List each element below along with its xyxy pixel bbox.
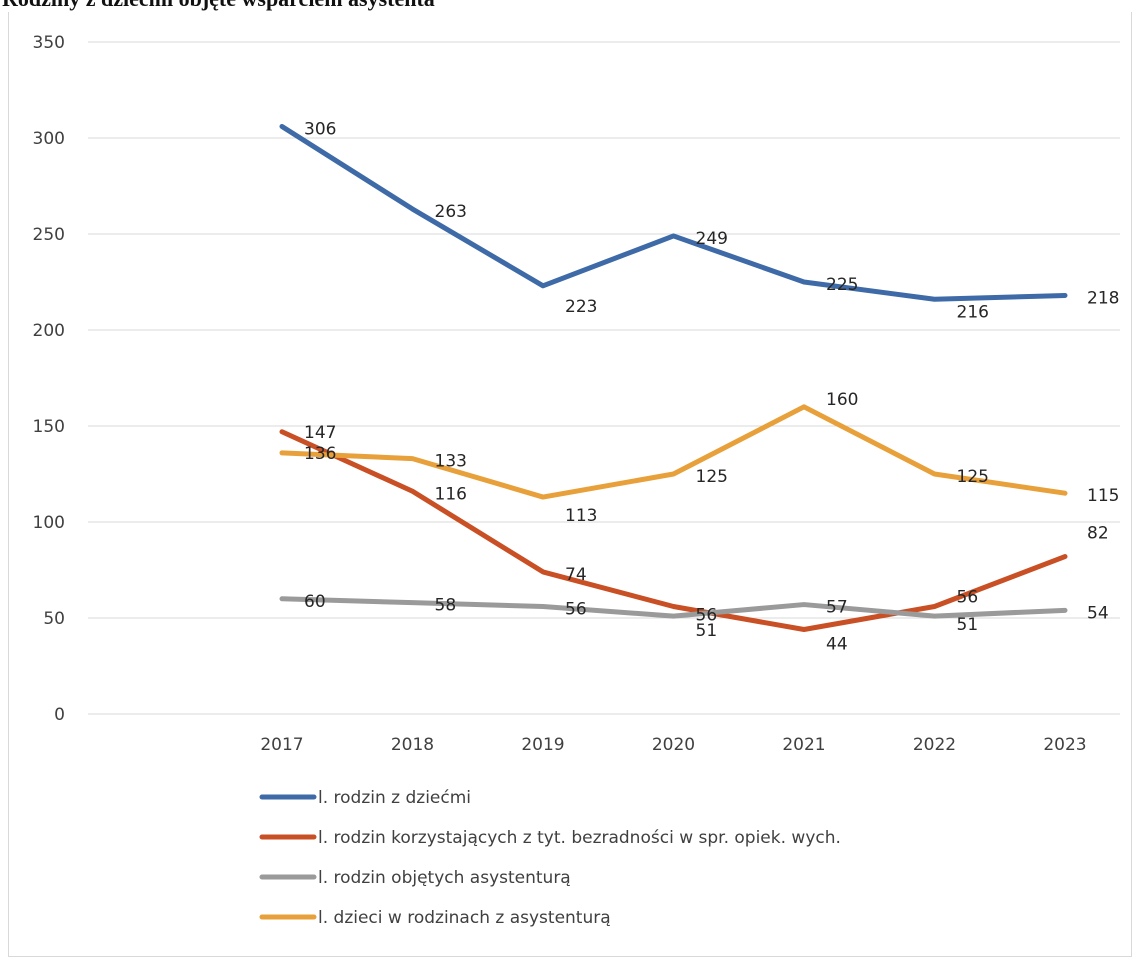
data-label: 225 — [826, 275, 858, 295]
data-label: 82 — [1087, 524, 1109, 544]
data-label: 306 — [304, 119, 336, 139]
data-label: 58 — [435, 596, 457, 616]
data-label: 74 — [565, 565, 587, 585]
data-label: 147 — [304, 423, 336, 443]
data-label: 57 — [826, 598, 848, 618]
data-label: 54 — [1087, 603, 1109, 623]
data-label: 51 — [696, 621, 718, 641]
chart-title: Rodziny z dziećmi objęte wsparciem asyst… — [2, 0, 435, 12]
x-tick-label: 2017 — [260, 735, 303, 755]
x-tick-label: 2018 — [391, 735, 434, 755]
data-label: 125 — [696, 467, 728, 487]
gridlines — [88, 41, 1120, 715]
data-label: 249 — [696, 229, 728, 249]
data-label: 56 — [957, 587, 979, 607]
legend-item: l. rodzin z dziećmi — [259, 788, 471, 808]
series-line-3 — [279, 596, 1068, 619]
legend-label: l. rodzin objętych asystenturą — [318, 868, 571, 888]
data-label: 263 — [435, 202, 467, 222]
y-tick-label: 200 — [33, 321, 65, 341]
legend-label: l. rodzin korzystających z tyt. bezradno… — [318, 828, 841, 848]
series-lines — [279, 123, 1068, 633]
data-label: 216 — [957, 302, 989, 322]
data-label: 125 — [957, 467, 989, 487]
data-label: 218 — [1087, 288, 1119, 308]
x-tick-label: 2020 — [652, 735, 695, 755]
series-line-2 — [279, 429, 1068, 633]
data-label: 136 — [304, 444, 336, 464]
data-label: 223 — [565, 297, 597, 317]
x-tick-label: 2021 — [782, 735, 825, 755]
y-tick-label: 100 — [33, 513, 65, 533]
data-label: 56 — [696, 605, 718, 625]
legend-item: l. rodzin objętych asystenturą — [259, 868, 571, 888]
y-tick-label: 250 — [33, 225, 65, 245]
data-label: 133 — [435, 452, 467, 472]
y-tick-label: 150 — [33, 417, 65, 437]
y-tick-label: 350 — [33, 33, 65, 53]
legend-label: l. dzieci w rodzinach z asystenturą — [318, 908, 611, 928]
legend-item: l. dzieci w rodzinach z asystenturą — [259, 908, 611, 928]
data-label: 116 — [435, 484, 467, 504]
y-tick-label: 0 — [54, 705, 65, 725]
y-tick-label: 300 — [33, 129, 65, 149]
data-label: 115 — [1087, 486, 1119, 506]
data-label: 56 — [565, 599, 587, 619]
data-label: 51 — [957, 615, 979, 635]
data-label: 60 — [304, 592, 326, 612]
legend-label: l. rodzin z dziećmi — [318, 788, 471, 808]
legend: l. rodzin z dziećmi l. rodzin korzystając… — [259, 788, 841, 928]
x-tick-label: 2019 — [521, 735, 564, 755]
y-axis-tick-labels: 0 50 100 150 200 250 300 350 — [33, 33, 65, 725]
x-axis-tick-labels: 2017 2018 2019 2020 2021 2022 2023 — [260, 735, 1086, 755]
data-label: 44 — [826, 635, 848, 655]
chart-frame — [8, 12, 1132, 957]
data-labels: 306 263 223 249 225 216 218 147 116 74 56 44 56 82 60 5… — [304, 119, 1119, 654]
series-line-1 — [279, 123, 1068, 302]
x-tick-label: 2022 — [913, 735, 956, 755]
legend-item: l. rodzin korzystających z tyt. bezradno… — [259, 828, 841, 848]
data-label: 113 — [565, 506, 597, 526]
series-line-4 — [279, 404, 1068, 500]
y-tick-label: 50 — [43, 609, 65, 629]
x-tick-label: 2023 — [1043, 735, 1086, 755]
data-label: 160 — [826, 390, 858, 410]
